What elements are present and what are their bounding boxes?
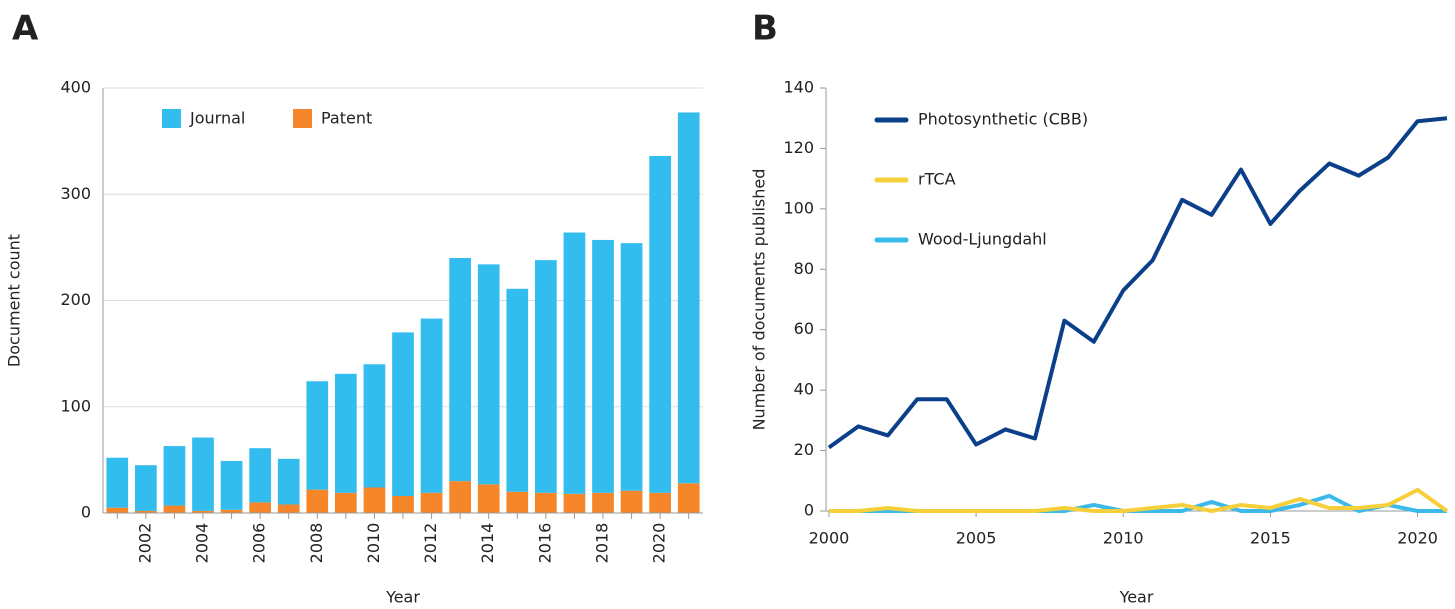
- bar-segment: [563, 232, 586, 494]
- y-tick-label: 400: [60, 78, 91, 97]
- bar-segment: [420, 318, 443, 493]
- bar-segment: [449, 481, 471, 513]
- series-line: [827, 116, 1448, 450]
- legend-label: Wood-Ljungdahl: [918, 230, 1047, 249]
- y-axis-title: Number of documents published: [750, 169, 769, 431]
- bar-segment: [477, 484, 500, 513]
- panel-label: A: [12, 9, 39, 49]
- x-tick-label: 2008: [307, 523, 326, 564]
- bar-segment: [306, 489, 329, 513]
- x-tick-label: 2018: [593, 523, 612, 564]
- bar-segment: [563, 493, 586, 513]
- bar-segment: [677, 483, 700, 513]
- y-tick-label: 300: [60, 184, 91, 203]
- x-tick-label: 2005: [956, 529, 997, 548]
- bar-segment: [677, 112, 700, 484]
- y-tick-label: 0: [804, 501, 814, 520]
- x-axis-title: Year: [1119, 588, 1154, 607]
- x-tick-label: 2006: [250, 523, 269, 564]
- bar-segment: [192, 510, 214, 513]
- bar-segment: [306, 381, 329, 490]
- bar-segment: [420, 492, 443, 513]
- legend-label: rTCA: [918, 170, 956, 189]
- legend-label: Journal: [189, 109, 245, 128]
- bar-segment: [220, 509, 243, 513]
- y-tick-label: 60: [794, 319, 814, 338]
- bar-segment: [363, 364, 386, 488]
- bar-segment: [363, 487, 386, 513]
- x-tick-label: 2010: [364, 523, 383, 564]
- bar-segment: [335, 373, 357, 493]
- bar-segment: [106, 457, 129, 508]
- x-tick-label: 2002: [135, 523, 154, 564]
- bar-segment: [592, 492, 614, 513]
- y-tick-label: 140: [783, 78, 814, 97]
- bar-segment: [163, 446, 186, 506]
- y-tick-label: 40: [794, 380, 814, 399]
- x-tick-label: 2004: [193, 523, 212, 564]
- bar-segment: [535, 260, 557, 493]
- y-tick-label: 200: [60, 290, 91, 309]
- legend-swatch: [162, 109, 181, 128]
- bar-segment: [277, 458, 300, 505]
- x-tick-label: 2000: [809, 529, 850, 548]
- y-tick-label: 100: [60, 396, 91, 415]
- legend-swatch: [293, 109, 312, 128]
- x-axis-title: Year: [385, 588, 420, 607]
- panel-label: B: [752, 9, 778, 49]
- x-tick-label: 2010: [1103, 529, 1144, 548]
- y-tick-label: 0: [81, 503, 91, 522]
- legend-label: Patent: [321, 109, 372, 128]
- bar-segment: [163, 505, 186, 513]
- y-tick-label: 100: [783, 198, 814, 217]
- bar-segment: [135, 510, 157, 513]
- bar-segment: [106, 507, 129, 513]
- legend-label: Photosynthetic (CBB): [918, 110, 1088, 129]
- bar-segment: [392, 496, 414, 513]
- y-tick-label: 120: [783, 138, 814, 157]
- x-tick-label: 2016: [535, 523, 554, 564]
- x-tick-label: 2015: [1250, 529, 1291, 548]
- x-tick-label: 2020: [1397, 529, 1438, 548]
- bar-segment: [392, 332, 414, 496]
- bar-segment: [620, 243, 643, 491]
- x-tick-label: 2012: [421, 523, 440, 564]
- bar-segment: [649, 156, 671, 493]
- y-tick-label: 80: [794, 259, 814, 278]
- bar-segment: [192, 437, 214, 511]
- y-axis-title: Document count: [5, 234, 24, 367]
- x-tick-label: 2020: [650, 523, 669, 564]
- bar-segment: [477, 264, 500, 485]
- bar-segment: [249, 448, 271, 503]
- bar-segment: [335, 492, 357, 513]
- series-line: [828, 487, 1449, 513]
- bar-segment: [220, 460, 243, 510]
- y-tick-label: 20: [794, 440, 814, 459]
- bar-segment: [592, 239, 614, 493]
- bar-segment: [649, 492, 671, 513]
- bar-segment: [449, 258, 471, 482]
- bar-segment: [620, 490, 643, 513]
- bar-segment: [249, 502, 271, 513]
- bar-segment: [135, 465, 157, 511]
- bar-segment: [277, 504, 300, 513]
- bar-segment: [535, 492, 557, 513]
- x-tick-label: 2014: [478, 523, 497, 564]
- bar-segment: [506, 491, 529, 513]
- bar-segment: [506, 288, 529, 492]
